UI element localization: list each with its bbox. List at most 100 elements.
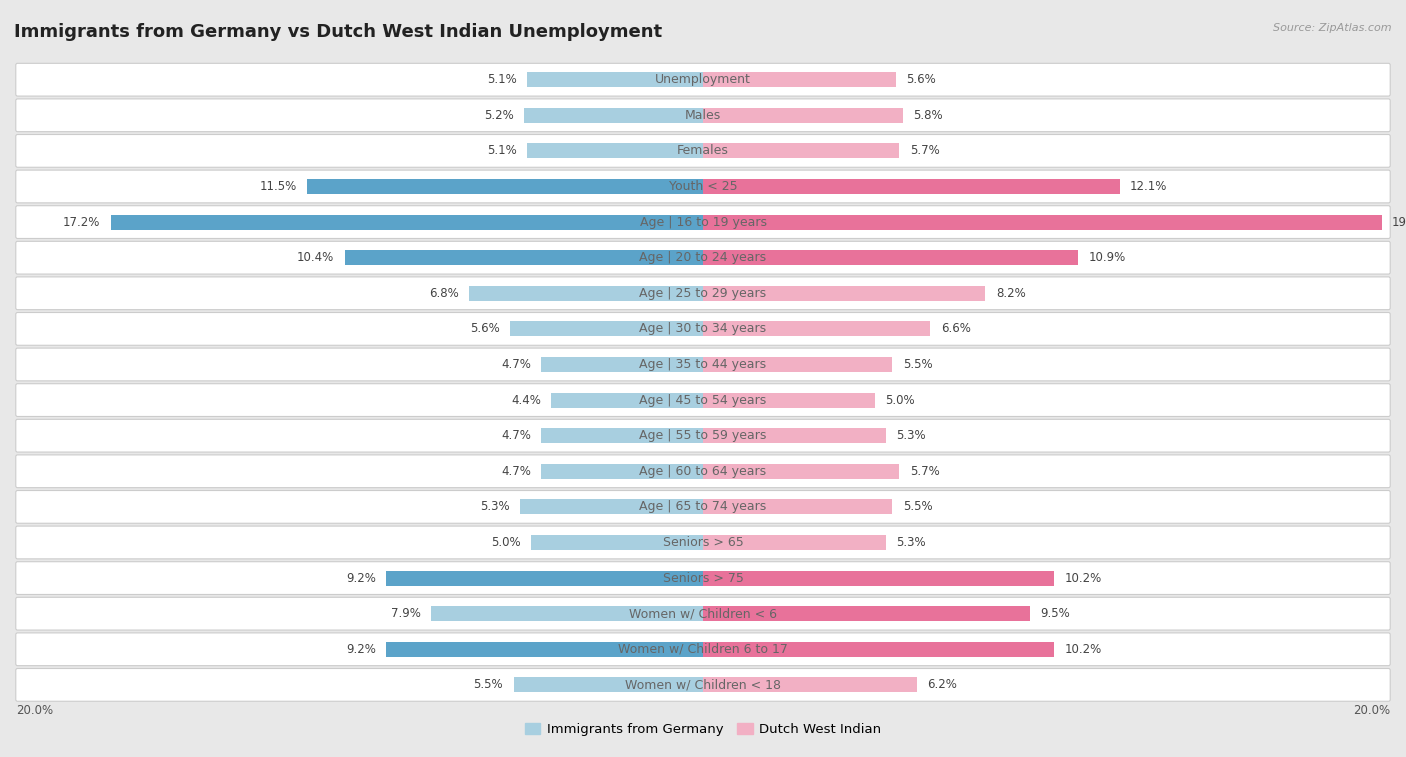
Text: 5.1%: 5.1% bbox=[488, 145, 517, 157]
Text: Seniors > 65: Seniors > 65 bbox=[662, 536, 744, 549]
Legend: Immigrants from Germany, Dutch West Indian: Immigrants from Germany, Dutch West Indi… bbox=[519, 718, 887, 741]
Bar bbox=[703, 500, 893, 514]
Bar bbox=[524, 107, 703, 123]
Text: 10.4%: 10.4% bbox=[297, 251, 335, 264]
Text: 10.9%: 10.9% bbox=[1088, 251, 1126, 264]
Bar bbox=[387, 642, 703, 657]
Bar bbox=[703, 642, 1054, 657]
FancyBboxPatch shape bbox=[15, 170, 1391, 203]
Bar bbox=[703, 606, 1031, 621]
Bar bbox=[703, 251, 1078, 265]
Bar bbox=[703, 535, 886, 550]
Bar bbox=[510, 322, 703, 336]
Bar bbox=[541, 428, 703, 443]
Text: Seniors > 75: Seniors > 75 bbox=[662, 572, 744, 584]
Text: Age | 25 to 29 years: Age | 25 to 29 years bbox=[640, 287, 766, 300]
Text: 5.7%: 5.7% bbox=[910, 145, 939, 157]
Bar bbox=[541, 357, 703, 372]
Bar bbox=[111, 215, 703, 229]
Text: Women w/ Children < 6: Women w/ Children < 6 bbox=[628, 607, 778, 620]
Text: 10.2%: 10.2% bbox=[1064, 643, 1102, 656]
Text: 5.3%: 5.3% bbox=[896, 429, 925, 442]
Bar bbox=[703, 393, 875, 407]
Text: Age | 60 to 64 years: Age | 60 to 64 years bbox=[640, 465, 766, 478]
Bar bbox=[703, 179, 1119, 194]
FancyBboxPatch shape bbox=[15, 206, 1391, 238]
Bar bbox=[468, 286, 703, 301]
Text: 5.0%: 5.0% bbox=[886, 394, 915, 407]
Bar bbox=[520, 500, 703, 514]
Text: 6.2%: 6.2% bbox=[927, 678, 956, 691]
Text: Unemployment: Unemployment bbox=[655, 73, 751, 86]
FancyBboxPatch shape bbox=[15, 241, 1391, 274]
Text: Women w/ Children < 18: Women w/ Children < 18 bbox=[626, 678, 780, 691]
Bar bbox=[703, 357, 893, 372]
Text: 5.7%: 5.7% bbox=[910, 465, 939, 478]
FancyBboxPatch shape bbox=[15, 64, 1391, 96]
Text: 6.6%: 6.6% bbox=[941, 322, 970, 335]
Text: 4.4%: 4.4% bbox=[512, 394, 541, 407]
Text: 6.8%: 6.8% bbox=[429, 287, 458, 300]
Text: 17.2%: 17.2% bbox=[63, 216, 100, 229]
Text: 5.3%: 5.3% bbox=[896, 536, 925, 549]
Bar bbox=[703, 107, 903, 123]
FancyBboxPatch shape bbox=[15, 384, 1391, 416]
FancyBboxPatch shape bbox=[15, 277, 1391, 310]
Text: Age | 30 to 34 years: Age | 30 to 34 years bbox=[640, 322, 766, 335]
Bar bbox=[541, 464, 703, 478]
FancyBboxPatch shape bbox=[15, 562, 1391, 594]
Text: 9.2%: 9.2% bbox=[346, 572, 375, 584]
Bar bbox=[703, 143, 900, 158]
Bar bbox=[703, 72, 896, 87]
Bar bbox=[703, 215, 1382, 229]
Bar bbox=[513, 678, 703, 693]
Text: Females: Females bbox=[678, 145, 728, 157]
Bar bbox=[703, 286, 986, 301]
Bar bbox=[703, 464, 900, 478]
Text: 5.3%: 5.3% bbox=[481, 500, 510, 513]
FancyBboxPatch shape bbox=[15, 419, 1391, 452]
Bar bbox=[551, 393, 703, 407]
Text: Age | 35 to 44 years: Age | 35 to 44 years bbox=[640, 358, 766, 371]
FancyBboxPatch shape bbox=[15, 526, 1391, 559]
Bar bbox=[531, 535, 703, 550]
FancyBboxPatch shape bbox=[15, 455, 1391, 488]
Text: Age | 45 to 54 years: Age | 45 to 54 years bbox=[640, 394, 766, 407]
Text: Males: Males bbox=[685, 109, 721, 122]
Text: 5.5%: 5.5% bbox=[903, 500, 932, 513]
Text: 5.5%: 5.5% bbox=[903, 358, 932, 371]
Bar bbox=[703, 571, 1054, 586]
Text: 5.8%: 5.8% bbox=[912, 109, 943, 122]
Text: Age | 55 to 59 years: Age | 55 to 59 years bbox=[640, 429, 766, 442]
Text: 8.2%: 8.2% bbox=[995, 287, 1025, 300]
Text: 4.7%: 4.7% bbox=[501, 465, 531, 478]
Text: Age | 65 to 74 years: Age | 65 to 74 years bbox=[640, 500, 766, 513]
Text: Immigrants from Germany vs Dutch West Indian Unemployment: Immigrants from Germany vs Dutch West In… bbox=[14, 23, 662, 41]
Text: 5.1%: 5.1% bbox=[488, 73, 517, 86]
Text: Age | 20 to 24 years: Age | 20 to 24 years bbox=[640, 251, 766, 264]
Bar bbox=[703, 322, 931, 336]
Text: 5.6%: 5.6% bbox=[470, 322, 499, 335]
Text: 12.1%: 12.1% bbox=[1130, 180, 1167, 193]
Bar bbox=[387, 571, 703, 586]
FancyBboxPatch shape bbox=[15, 313, 1391, 345]
FancyBboxPatch shape bbox=[15, 597, 1391, 630]
Bar bbox=[527, 72, 703, 87]
Text: 5.0%: 5.0% bbox=[491, 536, 520, 549]
Bar bbox=[344, 251, 703, 265]
Text: Women w/ Children 6 to 17: Women w/ Children 6 to 17 bbox=[619, 643, 787, 656]
Text: 5.5%: 5.5% bbox=[474, 678, 503, 691]
Text: 10.2%: 10.2% bbox=[1064, 572, 1102, 584]
Text: 9.5%: 9.5% bbox=[1040, 607, 1070, 620]
FancyBboxPatch shape bbox=[15, 99, 1391, 132]
FancyBboxPatch shape bbox=[15, 633, 1391, 665]
Bar bbox=[703, 428, 886, 443]
Bar bbox=[307, 179, 703, 194]
Text: Age | 16 to 19 years: Age | 16 to 19 years bbox=[640, 216, 766, 229]
Text: 19.7%: 19.7% bbox=[1392, 216, 1406, 229]
Text: 20.0%: 20.0% bbox=[1353, 704, 1391, 717]
Bar bbox=[703, 678, 917, 693]
Text: 4.7%: 4.7% bbox=[501, 358, 531, 371]
Bar bbox=[430, 606, 703, 621]
Text: 11.5%: 11.5% bbox=[259, 180, 297, 193]
